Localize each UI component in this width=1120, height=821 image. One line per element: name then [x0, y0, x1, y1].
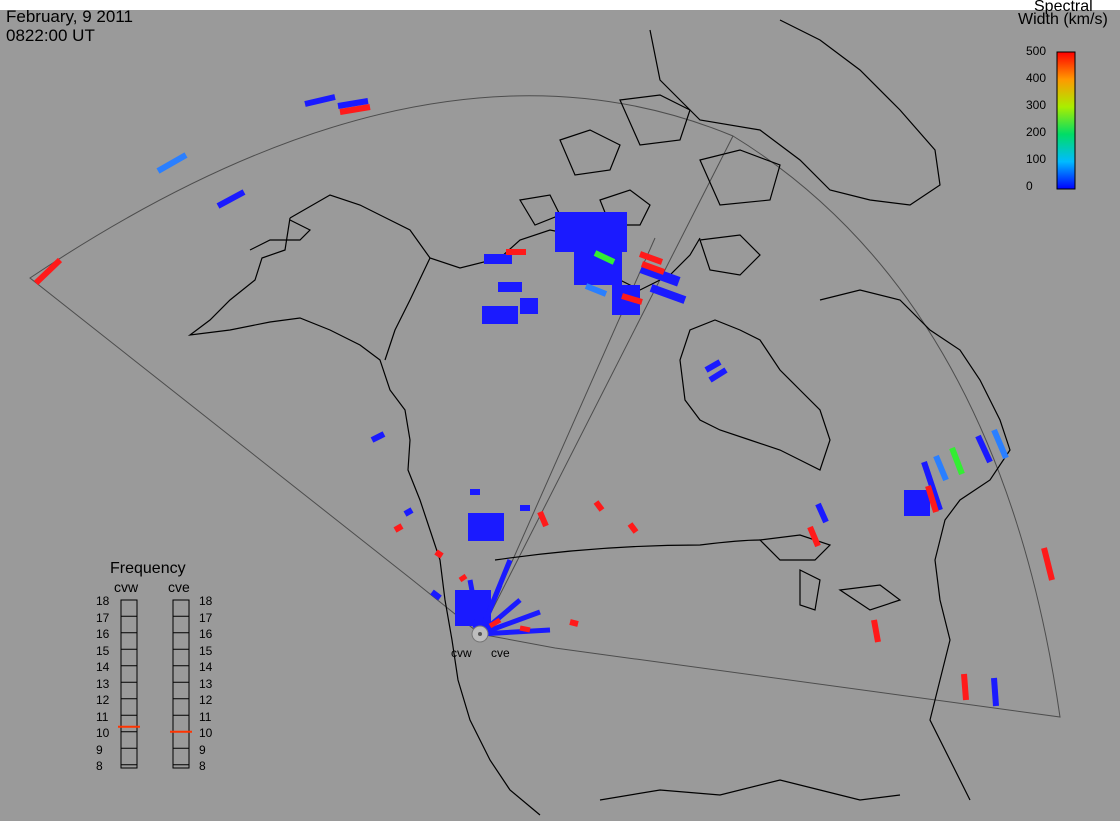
colorbar-title-1: Spectral [1034, 0, 1093, 15]
frequency-scale-label: 12 [96, 693, 110, 707]
colorbar-tick-label: 300 [1026, 98, 1047, 112]
frequency-scale-label: 18 [199, 594, 213, 608]
colorbar-tick-label: 200 [1026, 125, 1047, 139]
frequency-scale-label: 10 [199, 726, 213, 740]
frequency-scale-label: 18 [96, 594, 110, 608]
frequency-scale-label: 15 [199, 643, 213, 658]
site-label-cvw: cvw [451, 646, 472, 660]
echo-sticks [33, 94, 1055, 707]
radar-fan [457, 559, 551, 637]
cvw-label: cvw [114, 579, 139, 595]
date-label: February, 9 2011 [6, 7, 133, 26]
top-strip [0, 0, 1120, 10]
frequency-scale-label: 8 [199, 759, 206, 773]
colorbar-title-2: Width (km/s) [1018, 11, 1108, 28]
frequency-scale-label: 15 [96, 643, 110, 658]
colorbar-tick-label: 400 [1026, 71, 1047, 85]
frequency-scale-label: 16 [199, 627, 213, 641]
frequency-scale-label: 10 [96, 726, 110, 740]
frequency-scale-label: 14 [199, 660, 213, 674]
frequency-scale-label: 11 [96, 709, 109, 724]
frequency-scale-label: 9 [96, 742, 103, 757]
field-of-view [29, 95, 1061, 718]
frequency-scale-label: 17 [199, 610, 213, 625]
frequency-scale-label: 16 [96, 627, 110, 641]
colorbar [1056, 51, 1076, 190]
coastlines [187, 19, 1011, 816]
cve-label: cve [168, 579, 190, 595]
colorbar-tick-label: 500 [1026, 44, 1047, 58]
frequency-scale-label: 12 [199, 693, 213, 707]
echo-blocks [455, 212, 930, 626]
frequency-scale-label: 14 [96, 660, 110, 674]
frequency-scale-label: 11 [199, 709, 212, 724]
colorbar-tick-label: 0 [1026, 179, 1033, 193]
frequency-scale-label: 13 [199, 676, 213, 691]
time-label: 0822:00 UT [6, 26, 95, 45]
frequency-bars [120, 599, 190, 769]
colorbar-tick-label: 100 [1026, 152, 1047, 166]
frequency-title: Frequency [110, 560, 186, 577]
frequency-scale-label: 17 [96, 610, 110, 625]
site-label-cve: cve [491, 646, 510, 660]
frequency-scale-label: 13 [96, 676, 110, 691]
frequency-scale-label: 9 [199, 742, 206, 757]
frequency-scale-label: 8 [96, 759, 103, 773]
